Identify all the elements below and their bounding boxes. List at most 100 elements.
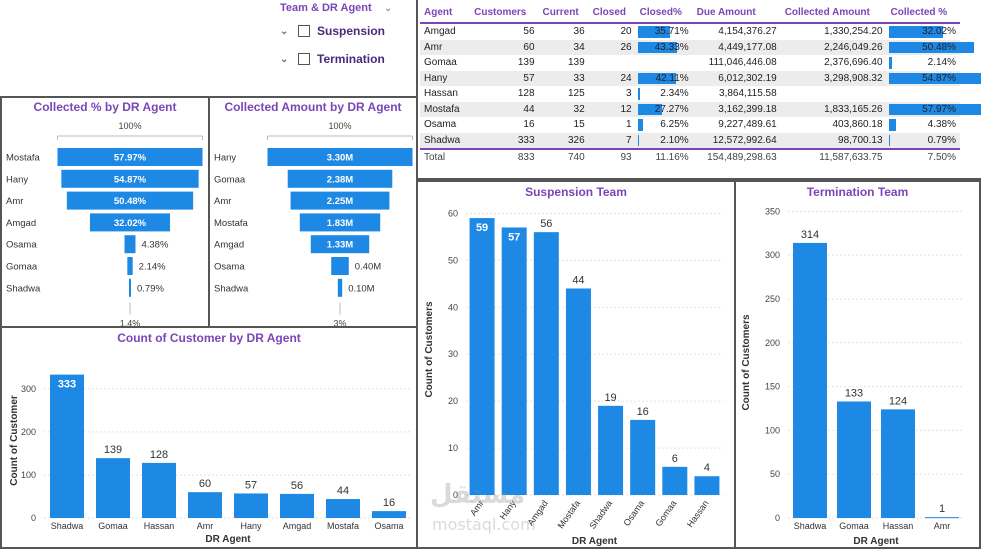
- funnel-bar: [124, 235, 136, 254]
- y-tick-label: 50: [448, 255, 458, 265]
- table-row[interactable]: Amr 60 34 26 43.33% 4,449,177.08 2,246,049.26 5…: [420, 39, 975, 55]
- count-customer-title: Count of Customer by DR Agent: [117, 331, 301, 345]
- col-due-amount-header[interactable]: Due Amount: [692, 2, 781, 24]
- suspension-title: Suspension Team: [525, 185, 627, 199]
- col-agent-header[interactable]: Agent: [420, 2, 471, 24]
- cell-customers: 57: [470, 70, 539, 86]
- checkbox-termination[interactable]: [298, 53, 310, 65]
- funnel-bar: [267, 148, 413, 166]
- data-bar: [793, 242, 827, 518]
- cell-collected-amount: 98,700.13: [780, 132, 887, 149]
- checkbox-suspension[interactable]: [298, 25, 310, 37]
- cell-customers: 128: [517, 88, 535, 100]
- col-closed-header[interactable]: Closed: [588, 2, 636, 24]
- funnel-value-label: 2.14%: [139, 262, 166, 273]
- cell-closed-pct: 2.10%: [635, 132, 693, 149]
- x-tick-label: Shadwa: [51, 521, 84, 531]
- total-collected-pct: 7.50%: [886, 148, 960, 166]
- funnel-bar: [66, 191, 194, 210]
- data-bar: [888, 119, 896, 131]
- collected-amount-title: Collected Amount by DR Agent: [224, 100, 402, 114]
- y-tick-label: 0: [31, 513, 36, 523]
- data-bar: [694, 476, 720, 495]
- chevron-down-icon[interactable]: ⌄: [280, 53, 289, 65]
- cell-value: 32.02%: [922, 26, 956, 38]
- funnel-category-label: Shadwa: [6, 283, 41, 294]
- table-row[interactable]: Gomaa 139 139 111,046,446.08 2,376,696.40 2.1…: [420, 55, 960, 71]
- data-bar: [469, 218, 495, 496]
- cell-closed-pct: 42.11%: [635, 70, 693, 86]
- cell-closed: 26: [588, 39, 636, 55]
- slicer-item-termination[interactable]: ⌄ Termination: [280, 52, 385, 66]
- y-tick-label: 350: [765, 206, 780, 216]
- col-current-header[interactable]: Current: [538, 2, 589, 24]
- data-label: 16: [637, 406, 649, 418]
- cell-agent: Mostafa: [420, 101, 471, 117]
- slicer-collapse-chevron-icon[interactable]: ⌄: [384, 3, 393, 14]
- total-due-amount: 154,489,298.63: [692, 148, 781, 166]
- data-bar: [372, 511, 406, 518]
- cell-due-amount: 3,162,399.18: [692, 101, 781, 117]
- total-closed: 93: [588, 148, 636, 166]
- funnel-value-label: 0.40M: [355, 262, 381, 273]
- data-bar: [925, 517, 959, 519]
- col-collected-amount-header[interactable]: Collected Amount: [780, 2, 887, 24]
- data-bar: [565, 288, 591, 495]
- data-bar: [888, 26, 943, 38]
- funnel-category-label: Gomaa: [6, 262, 38, 273]
- cell-value: 54.87%: [922, 72, 956, 84]
- cell-due-amount: 9,227,489.61: [718, 119, 777, 131]
- funnel-category-label: Hany: [6, 174, 28, 185]
- data-label: 1: [939, 503, 945, 515]
- funnel-bar: [287, 169, 393, 188]
- col-closed-pct-header[interactable]: Closed%: [635, 2, 693, 24]
- collected-amount-panel: Collected Amount by DR Agent 100% Hany 3.3…: [208, 96, 418, 328]
- slicer-item-suspension[interactable]: ⌄ Suspension: [280, 24, 385, 38]
- table-row[interactable]: Hany 57 33 24 42.11% 6,012,302.19 3,298,908.32…: [420, 70, 981, 86]
- table-row[interactable]: Osama 16 15 1 6.25% 9,227,489.61 403,860.18 4.3…: [420, 117, 960, 133]
- funnel-value-label: 2.25M: [327, 196, 353, 207]
- y-tick-label: 30: [448, 349, 458, 359]
- chevron-down-icon[interactable]: ⌄: [280, 25, 289, 37]
- data-label: 124: [889, 395, 907, 407]
- cell-agent: Hassan: [424, 88, 458, 100]
- cell-customers: 333: [470, 132, 539, 149]
- cell-closed-pct: [636, 55, 693, 71]
- funnel-value-label: 0.10M: [348, 283, 374, 294]
- agent-table: Agent Customers Current Closed Closed% Due Am…: [420, 2, 981, 166]
- cell-agent: Shadwa: [420, 132, 471, 149]
- data-bar: [188, 492, 222, 518]
- x-tick-label: Gomaa: [653, 498, 678, 528]
- funnel-category-label: Amr: [214, 196, 231, 207]
- cell-value: 35.71%: [654, 26, 689, 38]
- data-bar: [234, 493, 268, 518]
- cell-due-amount: 111,046,446.08: [708, 57, 777, 69]
- data-bar: [598, 405, 624, 495]
- cell-due-amount: 12,572,992.64: [692, 132, 781, 149]
- y-tick-label: 200: [765, 338, 780, 348]
- table-row[interactable]: Amgad 56 36 20 35.71% 4,154,376.27 1,330,254.2…: [420, 23, 960, 40]
- data-label: 56: [540, 218, 552, 230]
- data-bar: [881, 409, 915, 518]
- x-tick-label: Hany: [240, 521, 262, 531]
- table-row[interactable]: Mostafa 44 32 12 27.27% 3,162,399.18 1,833,165…: [420, 101, 981, 117]
- funnel-category-label: Shadwa: [214, 283, 249, 294]
- data-label: 4: [704, 462, 710, 474]
- cell-due-amount: 3,864,115.58: [719, 88, 777, 100]
- cell-closed: 20: [620, 26, 632, 38]
- col-collected-pct-header[interactable]: Collected %: [886, 2, 960, 24]
- table-row[interactable]: Hassan 128 125 3 2.34% 3,864,115.58: [420, 86, 960, 102]
- data-bar: [888, 72, 981, 84]
- data-label: 44: [337, 485, 349, 497]
- cell-value: 2.34%: [660, 88, 689, 100]
- cell-collected-pct: 50.48%: [886, 39, 975, 55]
- table-row[interactable]: Shadwa 333 326 7 2.10% 12,572,992.64 98,700.13…: [420, 132, 960, 149]
- x-tick-label: Gomaa: [839, 521, 869, 531]
- cell-closed: 24: [588, 70, 636, 86]
- cell-closed-pct: 43.33%: [635, 39, 693, 55]
- cell-collected-amount: 3,298,908.32: [780, 70, 887, 86]
- col-customers-header[interactable]: Customers: [470, 2, 539, 24]
- cell-value: 4.38%: [927, 119, 956, 131]
- total-label: Total: [420, 148, 471, 166]
- cell-value: 27.27%: [654, 103, 689, 115]
